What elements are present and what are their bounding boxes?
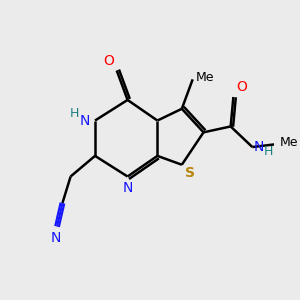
Text: N: N	[79, 114, 90, 128]
Text: N: N	[254, 140, 264, 154]
Text: Me: Me	[280, 136, 298, 149]
Text: H: H	[264, 145, 273, 158]
Text: O: O	[236, 80, 247, 94]
Text: S: S	[184, 166, 194, 180]
Text: N: N	[50, 231, 61, 245]
Text: O: O	[103, 54, 114, 68]
Text: N: N	[122, 181, 133, 195]
Text: Me: Me	[195, 71, 214, 84]
Text: H: H	[70, 107, 80, 120]
